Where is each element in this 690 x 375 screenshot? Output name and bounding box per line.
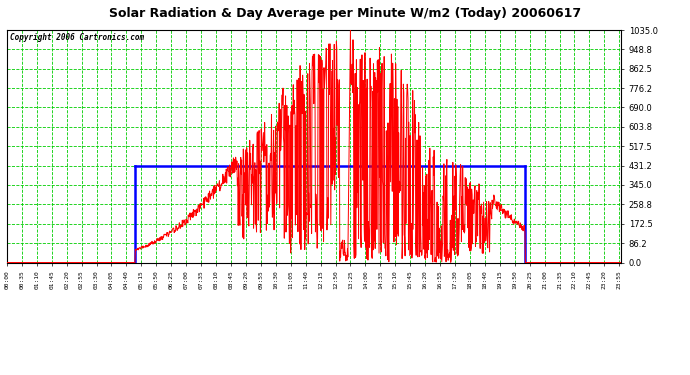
Text: Solar Radiation & Day Average per Minute W/m2 (Today) 20060617: Solar Radiation & Day Average per Minute… bbox=[109, 8, 581, 21]
Text: Copyright 2006 Cartronics.com: Copyright 2006 Cartronics.com bbox=[10, 33, 144, 42]
